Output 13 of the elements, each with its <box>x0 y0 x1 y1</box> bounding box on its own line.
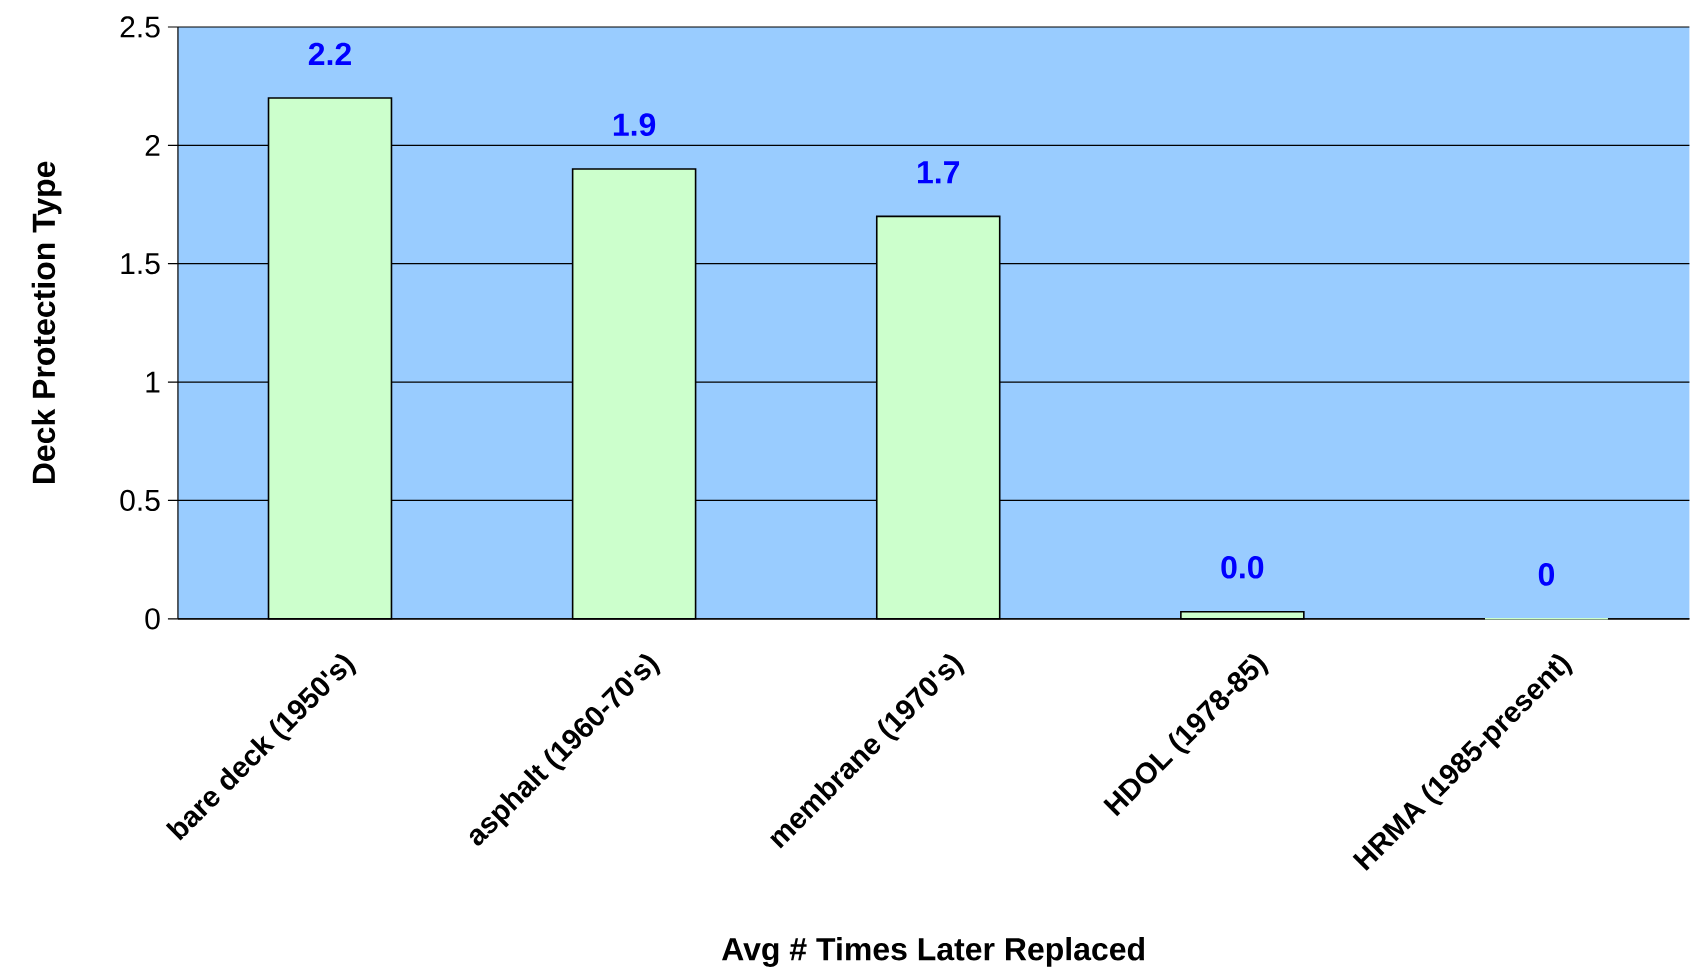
y-tick-label: 1.5 <box>121 253 160 275</box>
data-label: 2.2 <box>308 42 351 66</box>
y-axis-title: Deck Protection Type <box>31 161 62 484</box>
y-tick-label: 0 <box>145 608 160 630</box>
data-label: 1.9 <box>613 113 656 137</box>
x-axis-title: Avg # Times Later Replaced <box>722 937 1144 968</box>
y-tick-label: 1 <box>146 371 160 393</box>
data-label: 0 <box>1538 563 1555 586</box>
y-tick-label: 0.5 <box>120 490 160 512</box>
data-label: 0.0 <box>1221 556 1264 579</box>
y-tick-label: 2 <box>145 135 160 157</box>
data-label: 1.7 <box>918 161 960 184</box>
y-tick-label: 2.5 <box>120 16 160 38</box>
